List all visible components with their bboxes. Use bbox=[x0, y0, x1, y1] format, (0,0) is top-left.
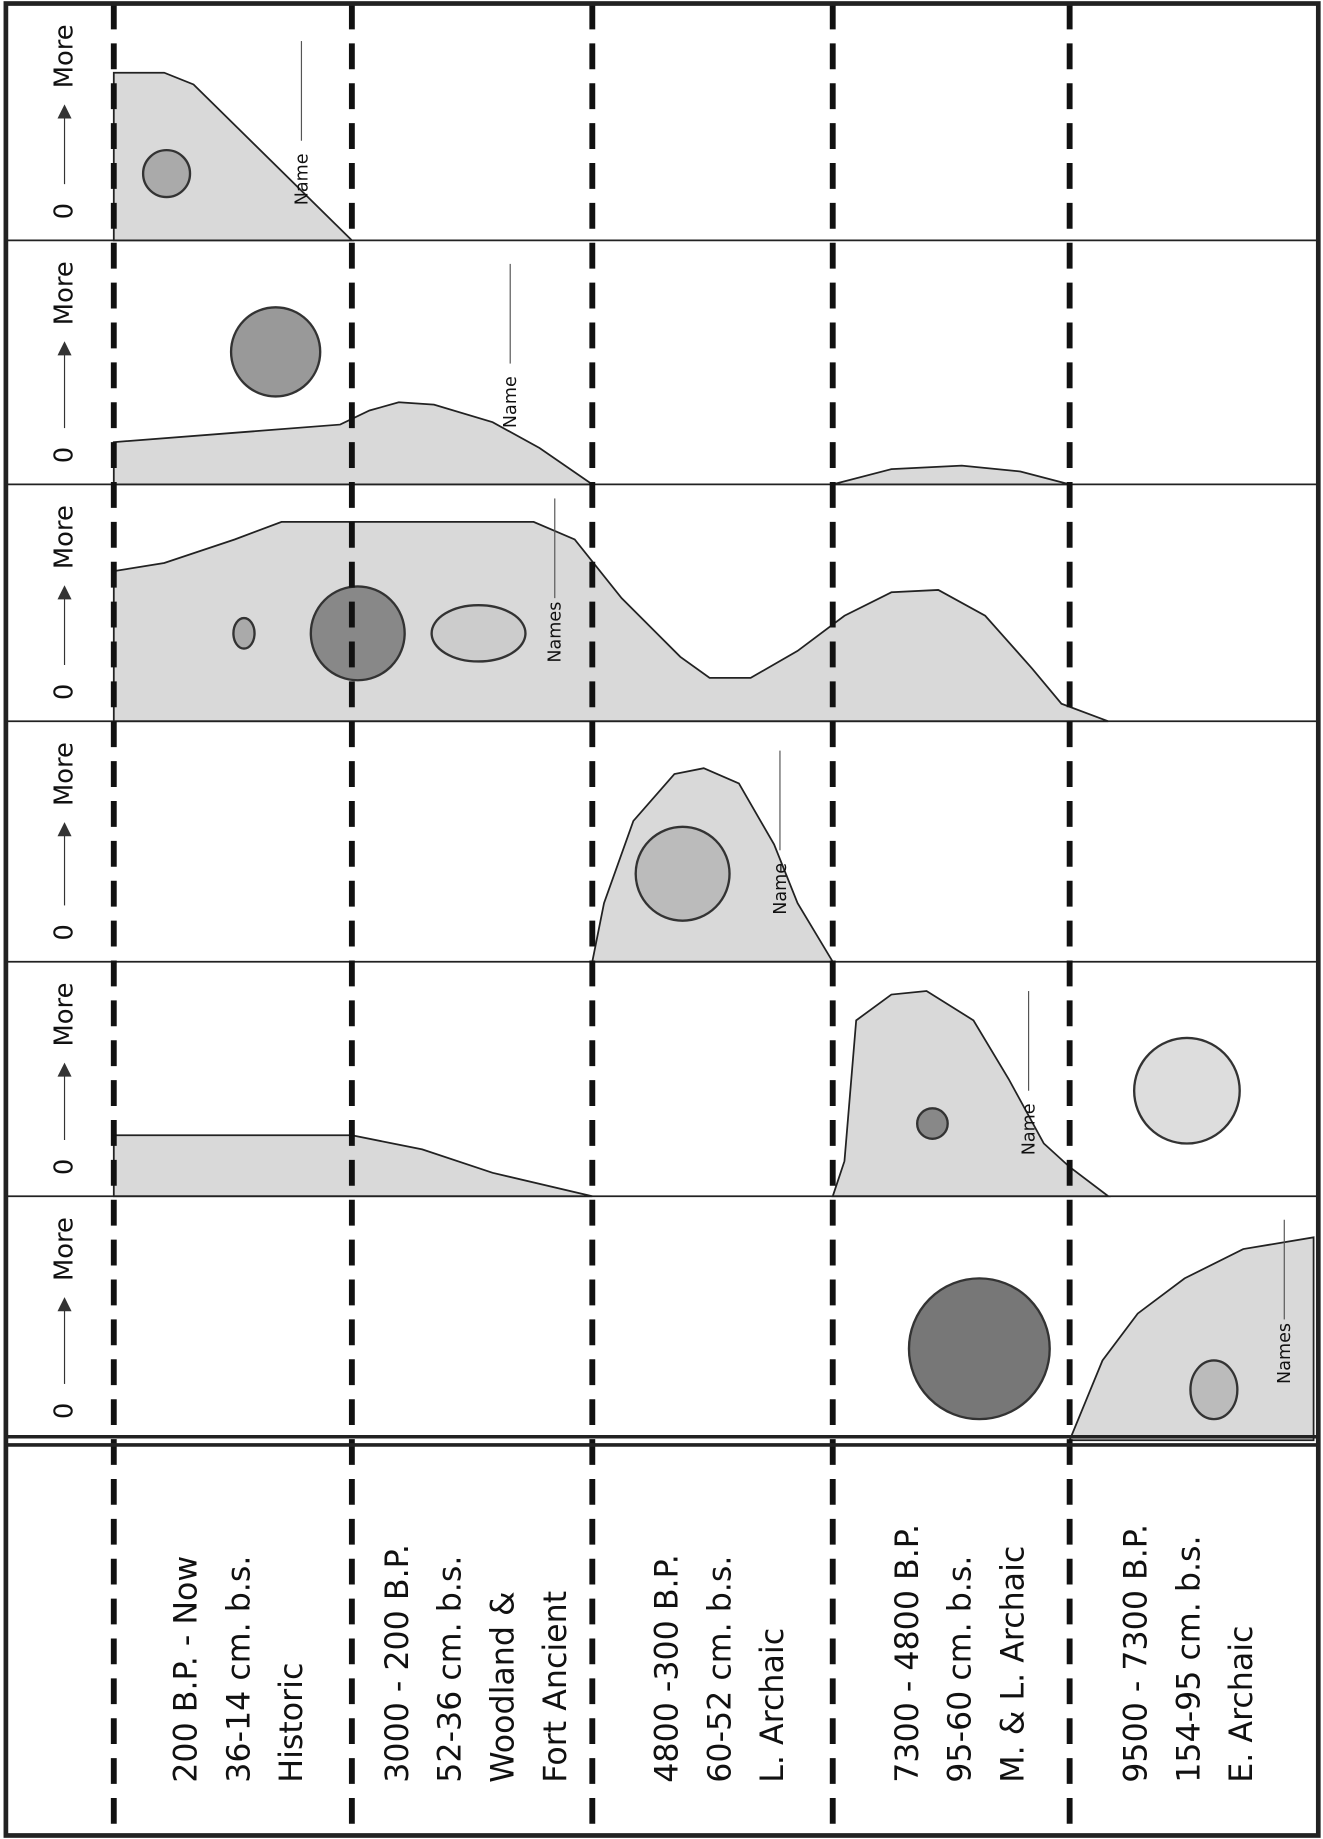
period-label: L. Archaic bbox=[755, 1628, 791, 1783]
name-label: Names bbox=[1275, 1323, 1295, 1384]
period-label: 52-36 cm. b.s. bbox=[433, 1556, 469, 1783]
period-label: 200 B.P. - Now bbox=[169, 1556, 205, 1783]
period-label: Historic bbox=[274, 1663, 310, 1783]
pollen-grain bbox=[143, 150, 190, 197]
period-label: 4800 -300 B.P. bbox=[650, 1554, 686, 1783]
worksheet: 0 More Name 0 More Name 0 More Names 0 More Name 0 Mo… bbox=[0, 0, 1323, 1839]
pollen-grain bbox=[917, 1108, 947, 1138]
name-label: Name bbox=[771, 863, 791, 915]
period-label: 154-95 cm. b.s. bbox=[1171, 1535, 1207, 1782]
axis-max: More bbox=[50, 261, 80, 325]
period-label: 3000 - 200 B.P. bbox=[380, 1544, 416, 1783]
axis-max: More bbox=[50, 1217, 80, 1281]
axis-min: 0 bbox=[50, 203, 80, 219]
axis-min: 0 bbox=[50, 684, 80, 700]
name-label: Names bbox=[546, 602, 566, 663]
period-label: 9500 - 7300 B.P. bbox=[1119, 1524, 1155, 1783]
period-label: 36-14 cm. b.s. bbox=[221, 1556, 257, 1783]
axis-max: More bbox=[50, 24, 80, 88]
pollen-grain bbox=[432, 605, 526, 661]
pollen-grain bbox=[636, 827, 730, 921]
pollen-grain bbox=[909, 1278, 1050, 1419]
axis-min: 0 bbox=[50, 924, 80, 940]
axis-min: 0 bbox=[50, 1159, 80, 1175]
name-label: Name bbox=[501, 376, 521, 428]
period-label: M. & L. Archaic bbox=[996, 1546, 1032, 1783]
pollen-grain bbox=[231, 307, 320, 396]
period-label: 60-52 cm. b.s. bbox=[702, 1556, 738, 1783]
axis-max: More bbox=[50, 742, 80, 806]
axis-min: 0 bbox=[50, 447, 80, 463]
pollen-grain bbox=[311, 586, 405, 680]
axis-min: 0 bbox=[50, 1403, 80, 1419]
period-label: Woodland & bbox=[485, 1591, 521, 1782]
pollen-grain bbox=[233, 618, 254, 648]
name-label: Name bbox=[292, 153, 312, 205]
pollen-grain bbox=[1134, 1038, 1240, 1144]
period-label: Fort Ancient bbox=[538, 1591, 574, 1783]
name-label: Name bbox=[1019, 1103, 1039, 1155]
axis-max: More bbox=[50, 983, 80, 1047]
period-label: 95-60 cm. b.s. bbox=[943, 1556, 979, 1783]
period-label: 7300 - 4800 B.P. bbox=[890, 1524, 926, 1783]
pollen-grain bbox=[1190, 1360, 1237, 1419]
axis-max: More bbox=[50, 505, 80, 569]
period-label: E. Archaic bbox=[1224, 1626, 1260, 1783]
